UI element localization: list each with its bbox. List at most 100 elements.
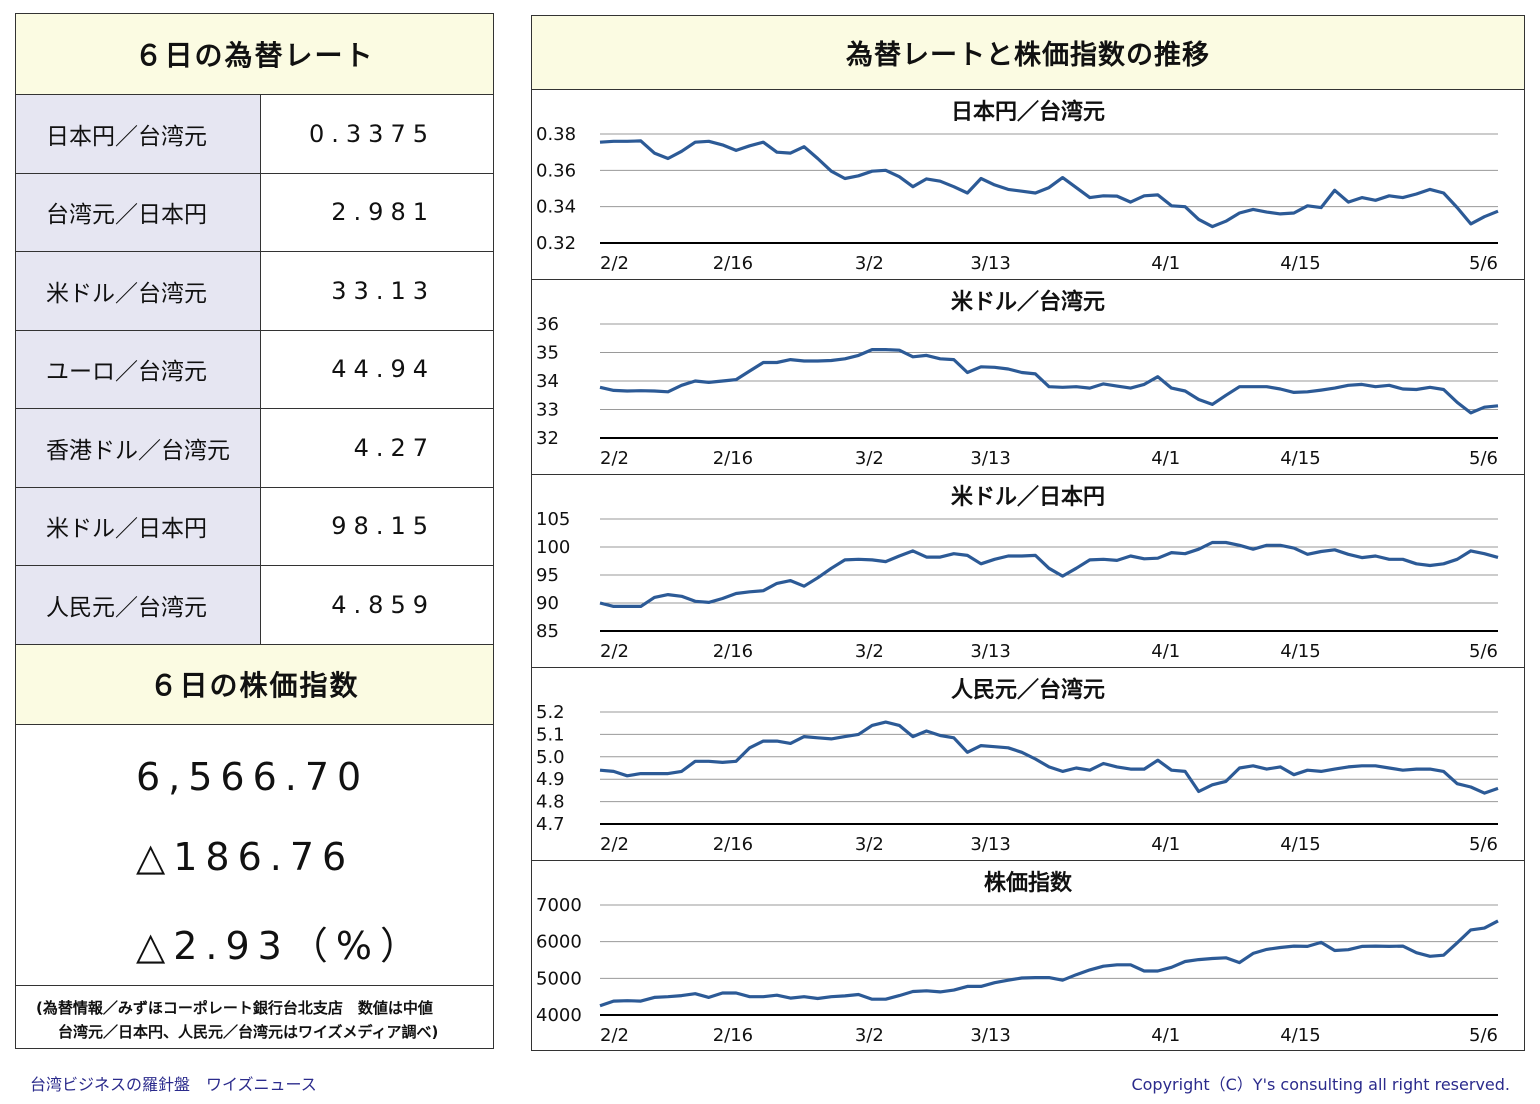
x-tick-label: 3/2 <box>855 253 884 274</box>
rate-row: 台湾元／日本円 2.981 <box>16 173 493 252</box>
chart-title: 米ドル／日本円 <box>950 485 1105 510</box>
rate-label: 米ドル／日本円 <box>16 487 261 565</box>
chart-jpy-twd: 0.38 0.36 0.34 0.32 2/2 2/16 3/2 3/13 4/1 4/15 5/6… <box>532 90 1524 280</box>
chart-canvas: 5.25.15.04.94.84.7 2/2 2/16 3/2 3/13 4/1 4/15 5… <box>536 702 1499 855</box>
x-tick-label: 4/1 <box>1151 253 1180 274</box>
x-tick-label: 2/2 <box>600 641 629 662</box>
chart-usd-twd: 36 35 34 33 32 2/2 2/16 3/2 3/13 4/1 4/15 5/6 米ドル／台… <box>532 280 1524 475</box>
x-tick-label: 4/15 <box>1280 253 1320 274</box>
chart-canvas: 105 100 95 90 85 2/2 2/16 3/2 3/13 4/1 4/15 5/6 <box>536 509 1499 662</box>
y-tick-label: 0.38 <box>536 124 576 145</box>
series-line <box>599 540 1499 608</box>
chart-cny-twd: 5.2 5.1 5.0 4.9 4.8 4.7 2/2 2/16 3/2 3/13 4/1 4/15 5… <box>532 668 1524 861</box>
x-tick-label: 2/16 <box>713 448 753 469</box>
rate-row: 米ドル／日本円 98.15 <box>16 487 493 566</box>
rates-table: 日本円／台湾元 0.3375 台湾元／日本円 2.981 米ドル／台湾元 33.… <box>16 95 493 645</box>
chart-title: 米ドル／台湾元 <box>950 290 1105 315</box>
x-tick-label: 5/6 <box>1469 641 1498 662</box>
x-tick-label: 5/6 <box>1469 834 1498 855</box>
x-tick-label: 3/2 <box>855 641 884 662</box>
x-tick-label: 2/2 <box>600 834 629 855</box>
y-tick-label: 32 <box>536 428 559 449</box>
y-tick-label: 36 <box>536 314 559 335</box>
x-tick-label: 3/13 <box>970 834 1010 855</box>
charts-panel: 為替レートと株価指数の推移 0.38 0.36 0.34 0.32 2/2 2/16 3/2… <box>531 15 1525 1051</box>
rate-row: 米ドル／台湾元 33.13 <box>16 252 493 331</box>
rate-label: 香港ドル／台湾元 <box>16 409 261 487</box>
rate-value: 98.15 <box>331 512 435 541</box>
rate-label: ユーロ／台湾元 <box>16 330 261 408</box>
y-tick-label: 0.32 <box>536 233 576 254</box>
x-tick-label: 4/1 <box>1151 448 1180 469</box>
x-tick-label: 3/13 <box>970 641 1010 662</box>
x-tick-label: 4/1 <box>1151 1025 1180 1046</box>
chart-title: 株価指数 <box>983 871 1072 896</box>
x-tick-label: 5/6 <box>1469 1025 1498 1046</box>
y-tick-label: 7000 <box>536 895 582 916</box>
y-tick-label: 35 <box>536 343 559 364</box>
x-tick-label: 3/13 <box>970 253 1010 274</box>
y-tick-label: 4.7 <box>536 814 565 835</box>
stock-title: ６日の株価指数 <box>16 644 493 725</box>
y-tick-label: 4000 <box>536 1005 582 1026</box>
y-tick-label: 33 <box>536 400 559 421</box>
rate-label: 米ドル／台湾元 <box>16 252 261 330</box>
x-tick-label: 4/15 <box>1280 834 1320 855</box>
y-tick-label: 5.2 <box>536 702 565 723</box>
rate-value: 44.94 <box>331 355 435 384</box>
chart-title: 日本円／台湾元 <box>950 100 1105 125</box>
chart-canvas: 36 35 34 33 32 2/2 2/16 3/2 3/13 4/1 4/15 5/6 <box>536 314 1499 469</box>
y-tick-label: 105 <box>536 509 570 530</box>
x-tick-label: 5/6 <box>1469 253 1498 274</box>
x-tick-label: 4/15 <box>1280 1025 1320 1046</box>
x-tick-label: 2/2 <box>600 253 629 274</box>
series-line <box>599 919 1499 1008</box>
stock-change: △186.76 <box>136 834 355 879</box>
x-tick-label: 5/6 <box>1469 448 1498 469</box>
footer-copyright: Copyright（C）Y's consulting all right res… <box>1131 1075 1510 1094</box>
x-tick-label: 3/2 <box>855 1025 884 1046</box>
y-tick-label: 6000 <box>536 932 582 953</box>
rate-row: 日本円／台湾元 0.3375 <box>16 95 493 174</box>
rate-label: 日本円／台湾元 <box>16 95 261 173</box>
series-line <box>599 720 1499 795</box>
x-tick-label: 4/15 <box>1280 448 1320 469</box>
x-tick-label: 2/2 <box>600 1025 629 1046</box>
rate-label: 台湾元／日本円 <box>16 173 261 251</box>
x-tick-label: 2/2 <box>600 448 629 469</box>
rate-label: 人民元／台湾元 <box>16 566 261 644</box>
charts-title: 為替レートと株価指数の推移 <box>532 16 1524 90</box>
y-tick-label: 4.9 <box>536 769 565 790</box>
note-line: (為替情報／みずほコーポレート銀行台北支店 数値は中値 <box>36 998 433 1017</box>
y-tick-label: 34 <box>536 371 559 392</box>
note-line: 台湾元／日本円、人民元／台湾元はワイズメディア調べ) <box>58 1022 439 1041</box>
rate-value: 4.27 <box>353 433 435 462</box>
source-note: (為替情報／みずほコーポレート銀行台北支店 数値は中値 台湾元／日本円、人民元／… <box>16 986 493 1044</box>
rate-value: 33.13 <box>331 276 435 305</box>
x-tick-label: 2/16 <box>713 641 753 662</box>
x-tick-label: 4/15 <box>1280 641 1320 662</box>
series-line <box>599 347 1499 415</box>
y-tick-label: 0.36 <box>536 160 576 181</box>
stock-box: 6,566.70 △186.76 △2.93（%） <box>16 725 493 986</box>
x-tick-label: 3/13 <box>970 1025 1010 1046</box>
stock-value: 6,566.70 <box>136 754 370 799</box>
chart-usd-jpy: 105 100 95 90 85 2/2 2/16 3/2 3/13 4/1 4/15 5/6 米ドル… <box>532 475 1524 668</box>
y-tick-label: 100 <box>536 537 570 558</box>
rates-title: ６日の為替レート <box>16 14 493 95</box>
rate-row: ユーロ／台湾元 44.94 <box>16 330 493 409</box>
series-line <box>599 139 1499 229</box>
y-tick-label: 95 <box>536 565 559 586</box>
rate-value: 4.859 <box>331 590 435 619</box>
chart-title: 人民元／台湾元 <box>950 678 1105 703</box>
y-tick-label: 0.34 <box>536 197 576 218</box>
rate-value: 2.981 <box>331 198 435 227</box>
x-tick-label: 2/16 <box>713 253 753 274</box>
y-tick-label: 5.1 <box>536 724 565 745</box>
x-tick-label: 3/2 <box>855 834 884 855</box>
rates-panel: ６日の為替レート 日本円／台湾元 0.3375 台湾元／日本円 2.981 米ド… <box>15 13 494 1049</box>
x-tick-label: 2/16 <box>713 1025 753 1046</box>
footer-site-name: 台湾ビジネスの羅針盤 ワイズニュース <box>30 1075 317 1094</box>
stock-change-pct: △2.93（%） <box>136 923 426 968</box>
x-tick-label: 4/1 <box>1151 834 1180 855</box>
